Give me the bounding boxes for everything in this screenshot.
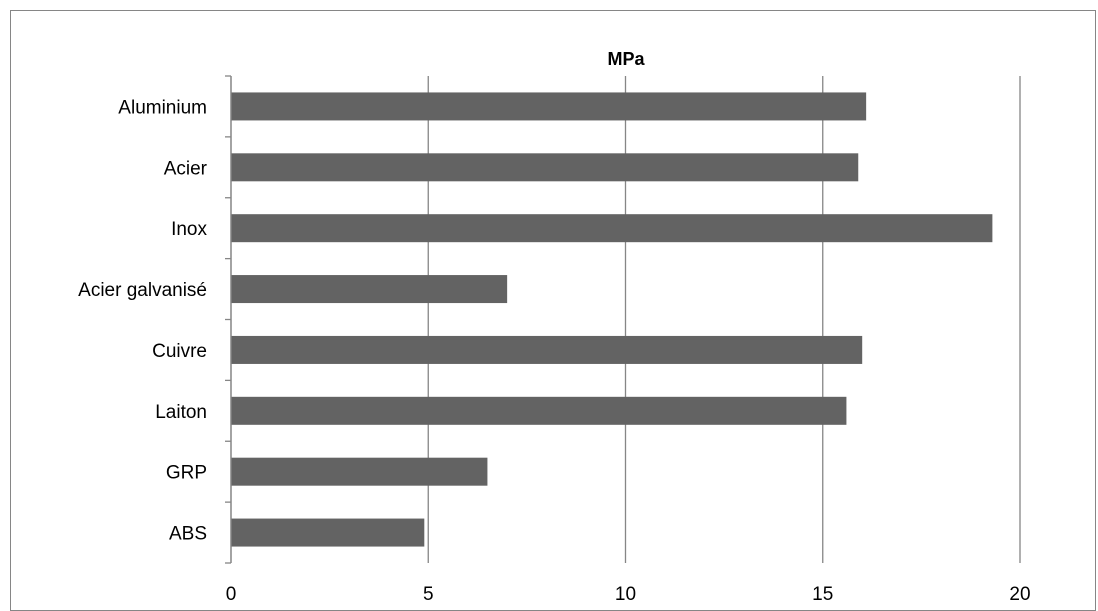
bar-abs (231, 518, 425, 547)
grid-lines (230, 76, 1021, 563)
category-label: Aluminium (118, 97, 207, 118)
x-tick-label: 10 (615, 584, 636, 605)
category-label: Acier (164, 158, 208, 179)
category-label: Inox (171, 219, 207, 240)
category-label: Laiton (155, 402, 207, 423)
x-tick-label: 0 (226, 584, 237, 605)
axes (225, 75, 232, 564)
x-tick-label: 20 (1009, 584, 1030, 605)
category-label: Acier galvanisé (78, 280, 207, 301)
bar-cuivre (231, 335, 863, 364)
bar-grp (231, 457, 488, 486)
bar-acier-galvanis- (231, 275, 508, 304)
bar-aluminium (231, 92, 867, 121)
bar-laiton (231, 396, 847, 425)
x-tick-label: 15 (812, 584, 833, 605)
chart-title: MPa (607, 49, 645, 69)
bars (231, 92, 993, 547)
labels: 0 5 10 15 20 Aluminium Acier Inox Acier galvanis… (78, 97, 1030, 605)
x-tick-label: 5 (423, 584, 434, 605)
category-label: GRP (166, 463, 207, 484)
bar-inox (231, 214, 993, 243)
category-label: ABS (169, 524, 207, 545)
bar-acier (231, 153, 859, 182)
category-label: Cuivre (152, 341, 207, 362)
